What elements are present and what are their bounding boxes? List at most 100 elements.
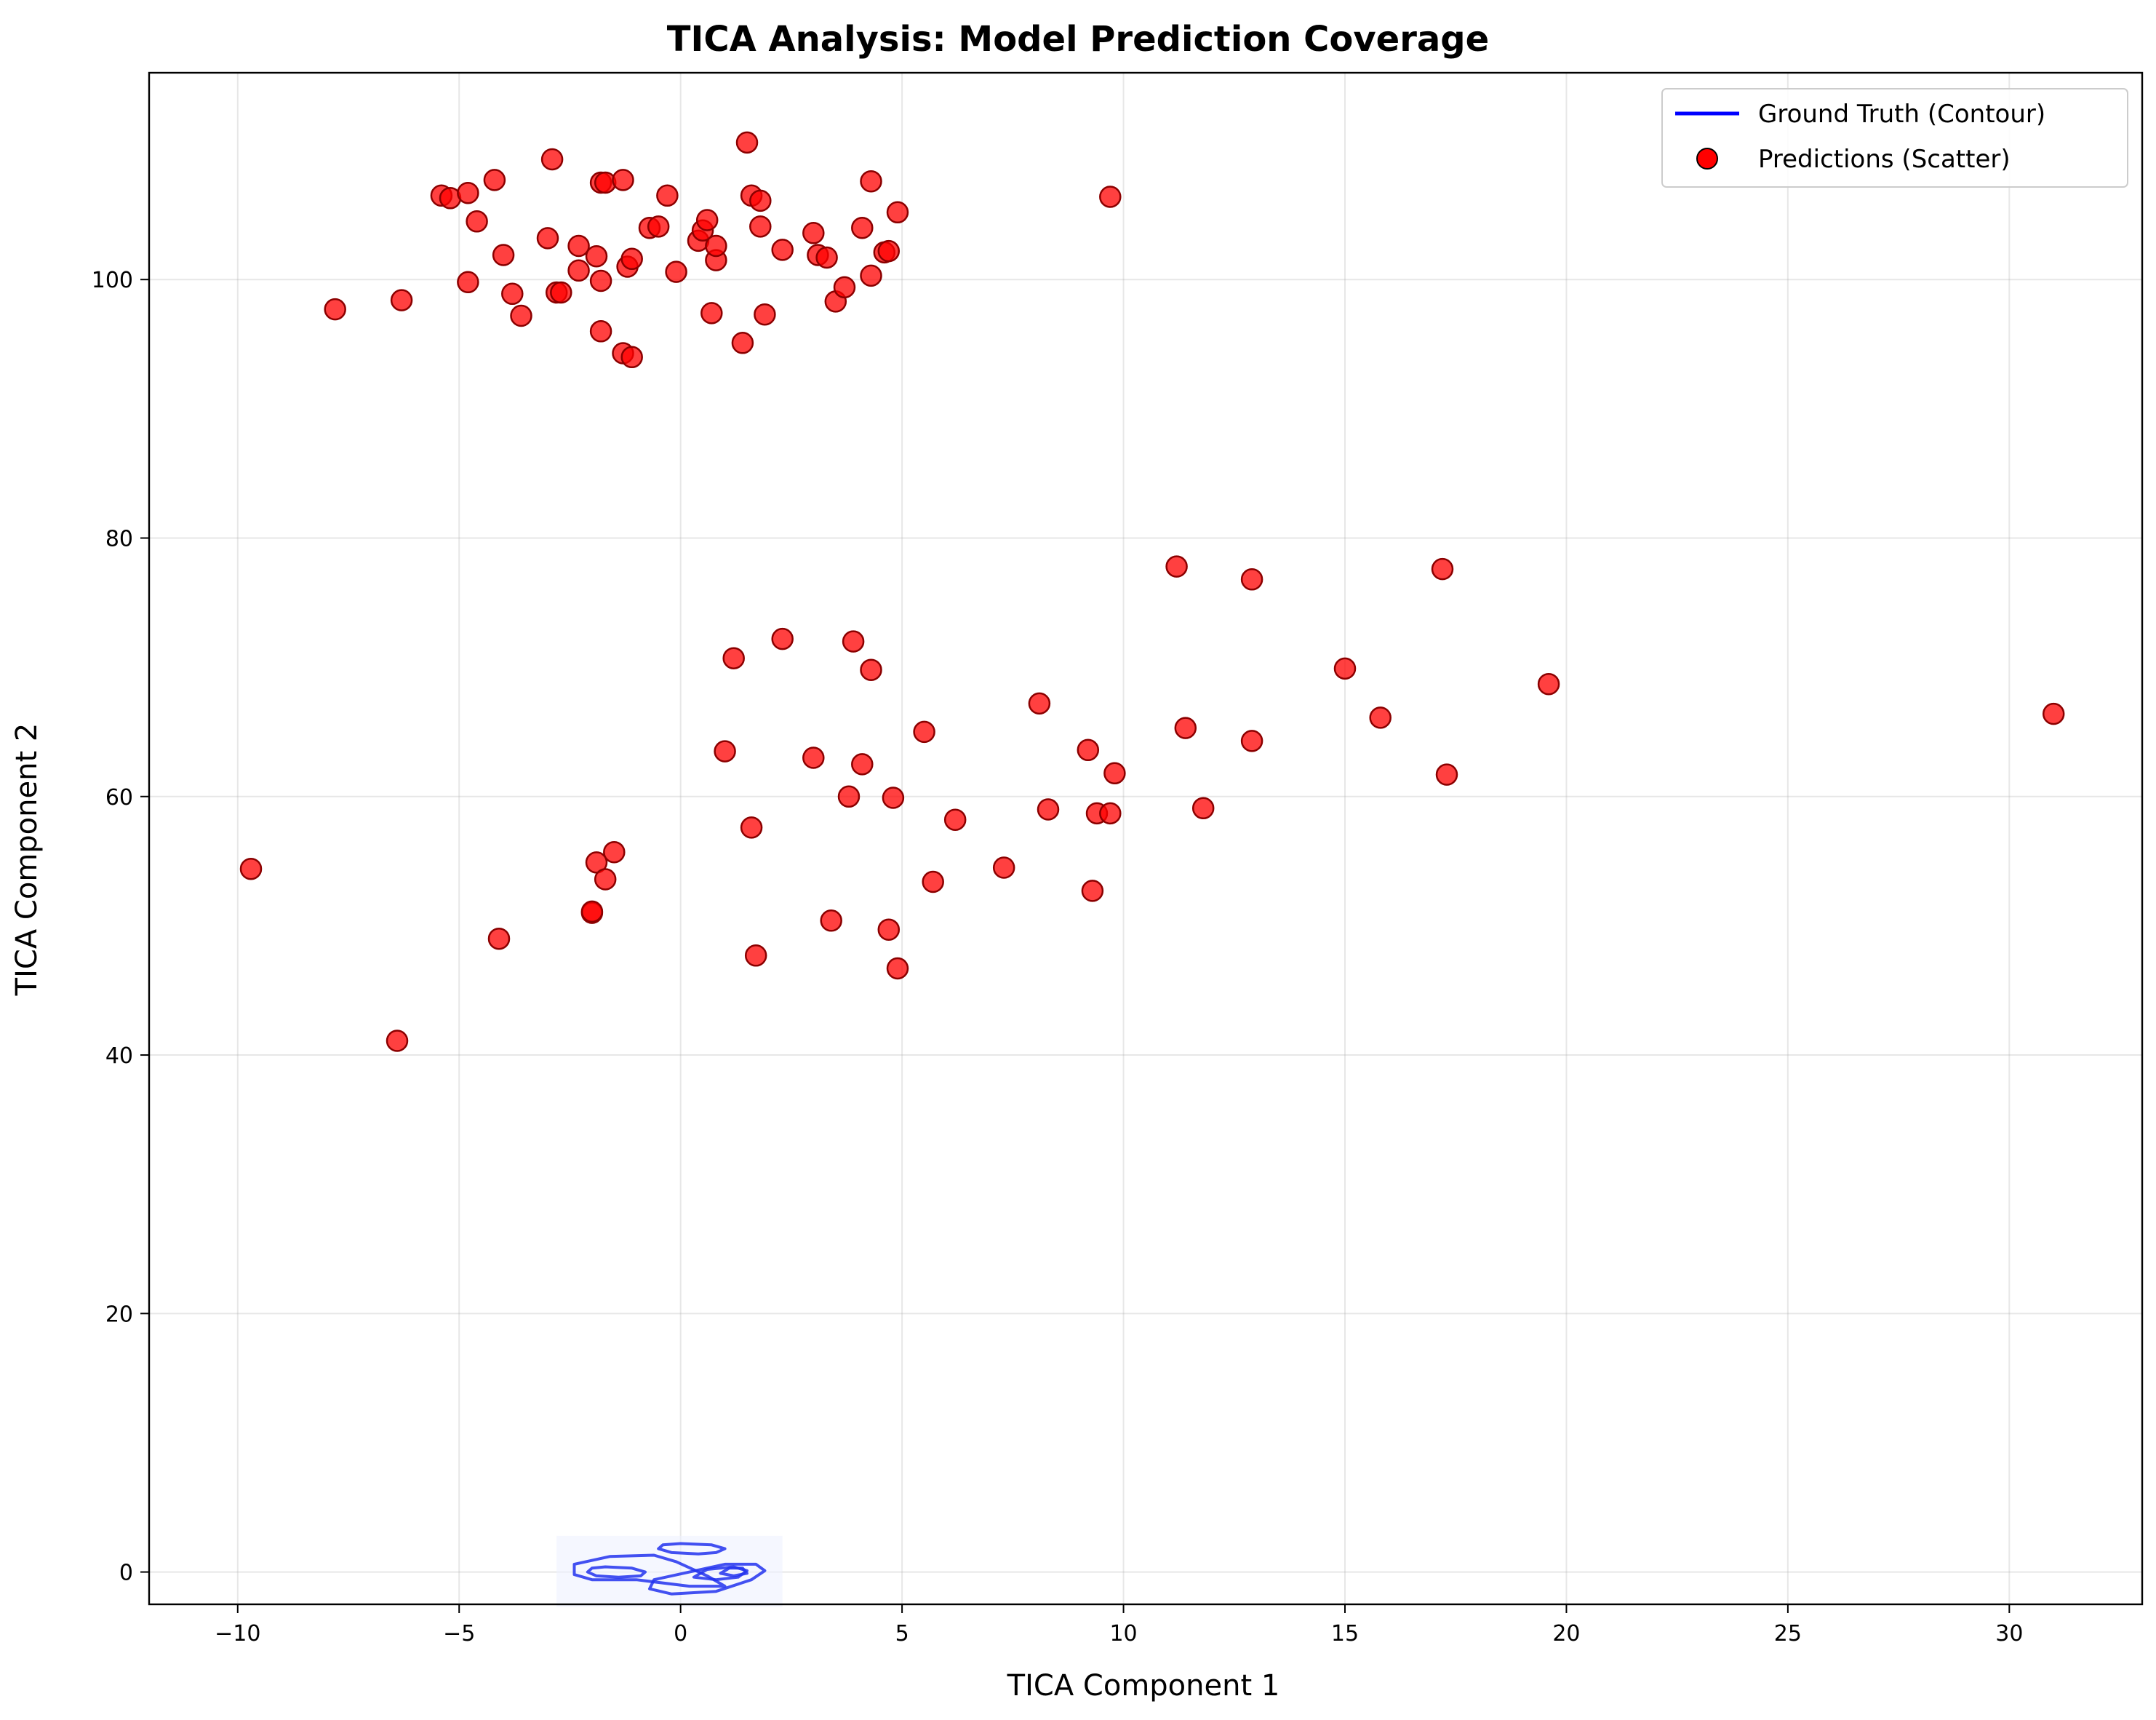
prediction-point <box>820 909 842 932</box>
prediction-point <box>550 281 572 304</box>
prediction-point <box>2042 702 2065 725</box>
prediction-point <box>705 234 727 258</box>
contour-line <box>657 1542 727 1556</box>
y-tick-label: 40 <box>105 1043 133 1069</box>
prediction-point <box>714 740 736 763</box>
prediction-point <box>1240 568 1263 591</box>
contour-line <box>586 1565 647 1579</box>
y-tick-label: 20 <box>105 1302 133 1327</box>
prediction-point <box>589 269 612 292</box>
prediction-point <box>1174 717 1197 739</box>
prediction-point <box>1165 555 1188 578</box>
prediction-point <box>851 216 874 239</box>
prediction-point <box>386 1030 409 1052</box>
x-tick-label: 5 <box>895 1621 909 1647</box>
contour-line <box>692 1565 748 1582</box>
prediction-point <box>860 264 882 287</box>
contour-line <box>572 1553 727 1588</box>
prediction-point <box>656 184 679 207</box>
y-tick-label: 60 <box>105 785 133 811</box>
y-axis-ticks: 0 20 40 60 80 100 <box>92 268 149 1586</box>
prediction-point <box>754 303 776 326</box>
prediction-point <box>585 244 608 268</box>
prediction-point <box>886 957 909 980</box>
prediction-point <box>1099 802 1122 825</box>
chart-title: TICA Analysis: Model Prediction Coverage <box>667 19 1489 60</box>
prediction-point <box>567 234 590 258</box>
prediction-point <box>501 282 524 306</box>
prediction-point <box>589 320 612 343</box>
prediction-point <box>771 239 794 261</box>
prediction-point <box>603 840 626 864</box>
prediction-point <box>943 808 967 831</box>
prediction-point <box>749 215 772 238</box>
prediction-point <box>735 131 759 154</box>
prediction-point <box>771 627 794 650</box>
x-tick-label: 0 <box>674 1621 687 1647</box>
prediction-point <box>647 215 670 238</box>
prediction-point <box>815 246 838 269</box>
prediction-point <box>744 944 767 967</box>
prediction-point <box>457 271 479 294</box>
prediction-point <box>483 169 506 191</box>
x-axis-ticks: −10 −5 0 5 10 15 20 25 30 <box>215 1604 2023 1647</box>
prediction-point <box>466 210 488 233</box>
prediction-point <box>860 658 882 681</box>
prediction-point <box>536 227 559 250</box>
prediction-point <box>594 868 617 891</box>
prediction-point <box>492 244 515 266</box>
contour-line <box>648 1562 767 1596</box>
prediction-point <box>620 346 643 369</box>
x-tick-label: −10 <box>215 1621 260 1647</box>
prediction-point <box>749 189 772 212</box>
legend-marker-swatch <box>1696 148 1718 170</box>
prediction-point <box>612 169 634 191</box>
prediction-point <box>1037 798 1060 821</box>
x-tick-label: 20 <box>1552 1621 1580 1647</box>
prediction-point <box>722 647 745 669</box>
prediction-point <box>510 304 532 327</box>
prediction-point <box>540 148 564 171</box>
legend-box <box>1661 88 2128 188</box>
prediction-point <box>1103 762 1126 785</box>
prediction-point <box>802 222 825 244</box>
x-tick-label: 15 <box>1331 1621 1359 1647</box>
prediction-point <box>487 927 511 950</box>
prediction-point <box>324 298 346 321</box>
prediction-point <box>882 787 905 809</box>
prediction-point <box>1191 797 1215 820</box>
prediction-point <box>877 239 901 263</box>
prediction-point <box>1369 706 1392 729</box>
y-axis-label: TICA Component 2 <box>10 723 44 997</box>
prediction-point <box>922 870 944 893</box>
contour-line <box>719 1566 748 1577</box>
y-tick-label: 0 <box>119 1561 133 1586</box>
prediction-point <box>802 746 825 769</box>
prediction-point <box>239 857 263 880</box>
prediction-point <box>860 170 882 193</box>
prediction-point <box>886 201 909 224</box>
prediction-point <box>833 276 856 299</box>
prediction-point <box>992 856 1015 879</box>
x-tick-label: 10 <box>1109 1621 1137 1647</box>
prediction-point <box>700 302 723 325</box>
prediction-point <box>731 332 754 354</box>
grid-lines <box>149 73 2142 1604</box>
x-tick-label: −5 <box>443 1621 475 1647</box>
prediction-point <box>913 720 935 744</box>
legend-entry-label: Ground Truth (Contour) <box>1758 100 2045 129</box>
prediction-point <box>1099 186 1122 208</box>
plot-frame <box>148 71 2144 1606</box>
prediction-point <box>567 259 590 282</box>
prediction-point <box>877 918 901 941</box>
x-axis-label: TICA Component 1 <box>1007 1669 1280 1703</box>
prediction-point <box>580 900 604 923</box>
prediction-point <box>1077 738 1100 762</box>
prediction-point <box>390 289 413 311</box>
legend-entry-label: Predictions (Scatter) <box>1758 145 2011 174</box>
prediction-point <box>837 785 861 808</box>
ground-truth-contour <box>556 1535 783 1607</box>
prediction-point <box>695 209 719 231</box>
prediction-point <box>1435 763 1458 786</box>
